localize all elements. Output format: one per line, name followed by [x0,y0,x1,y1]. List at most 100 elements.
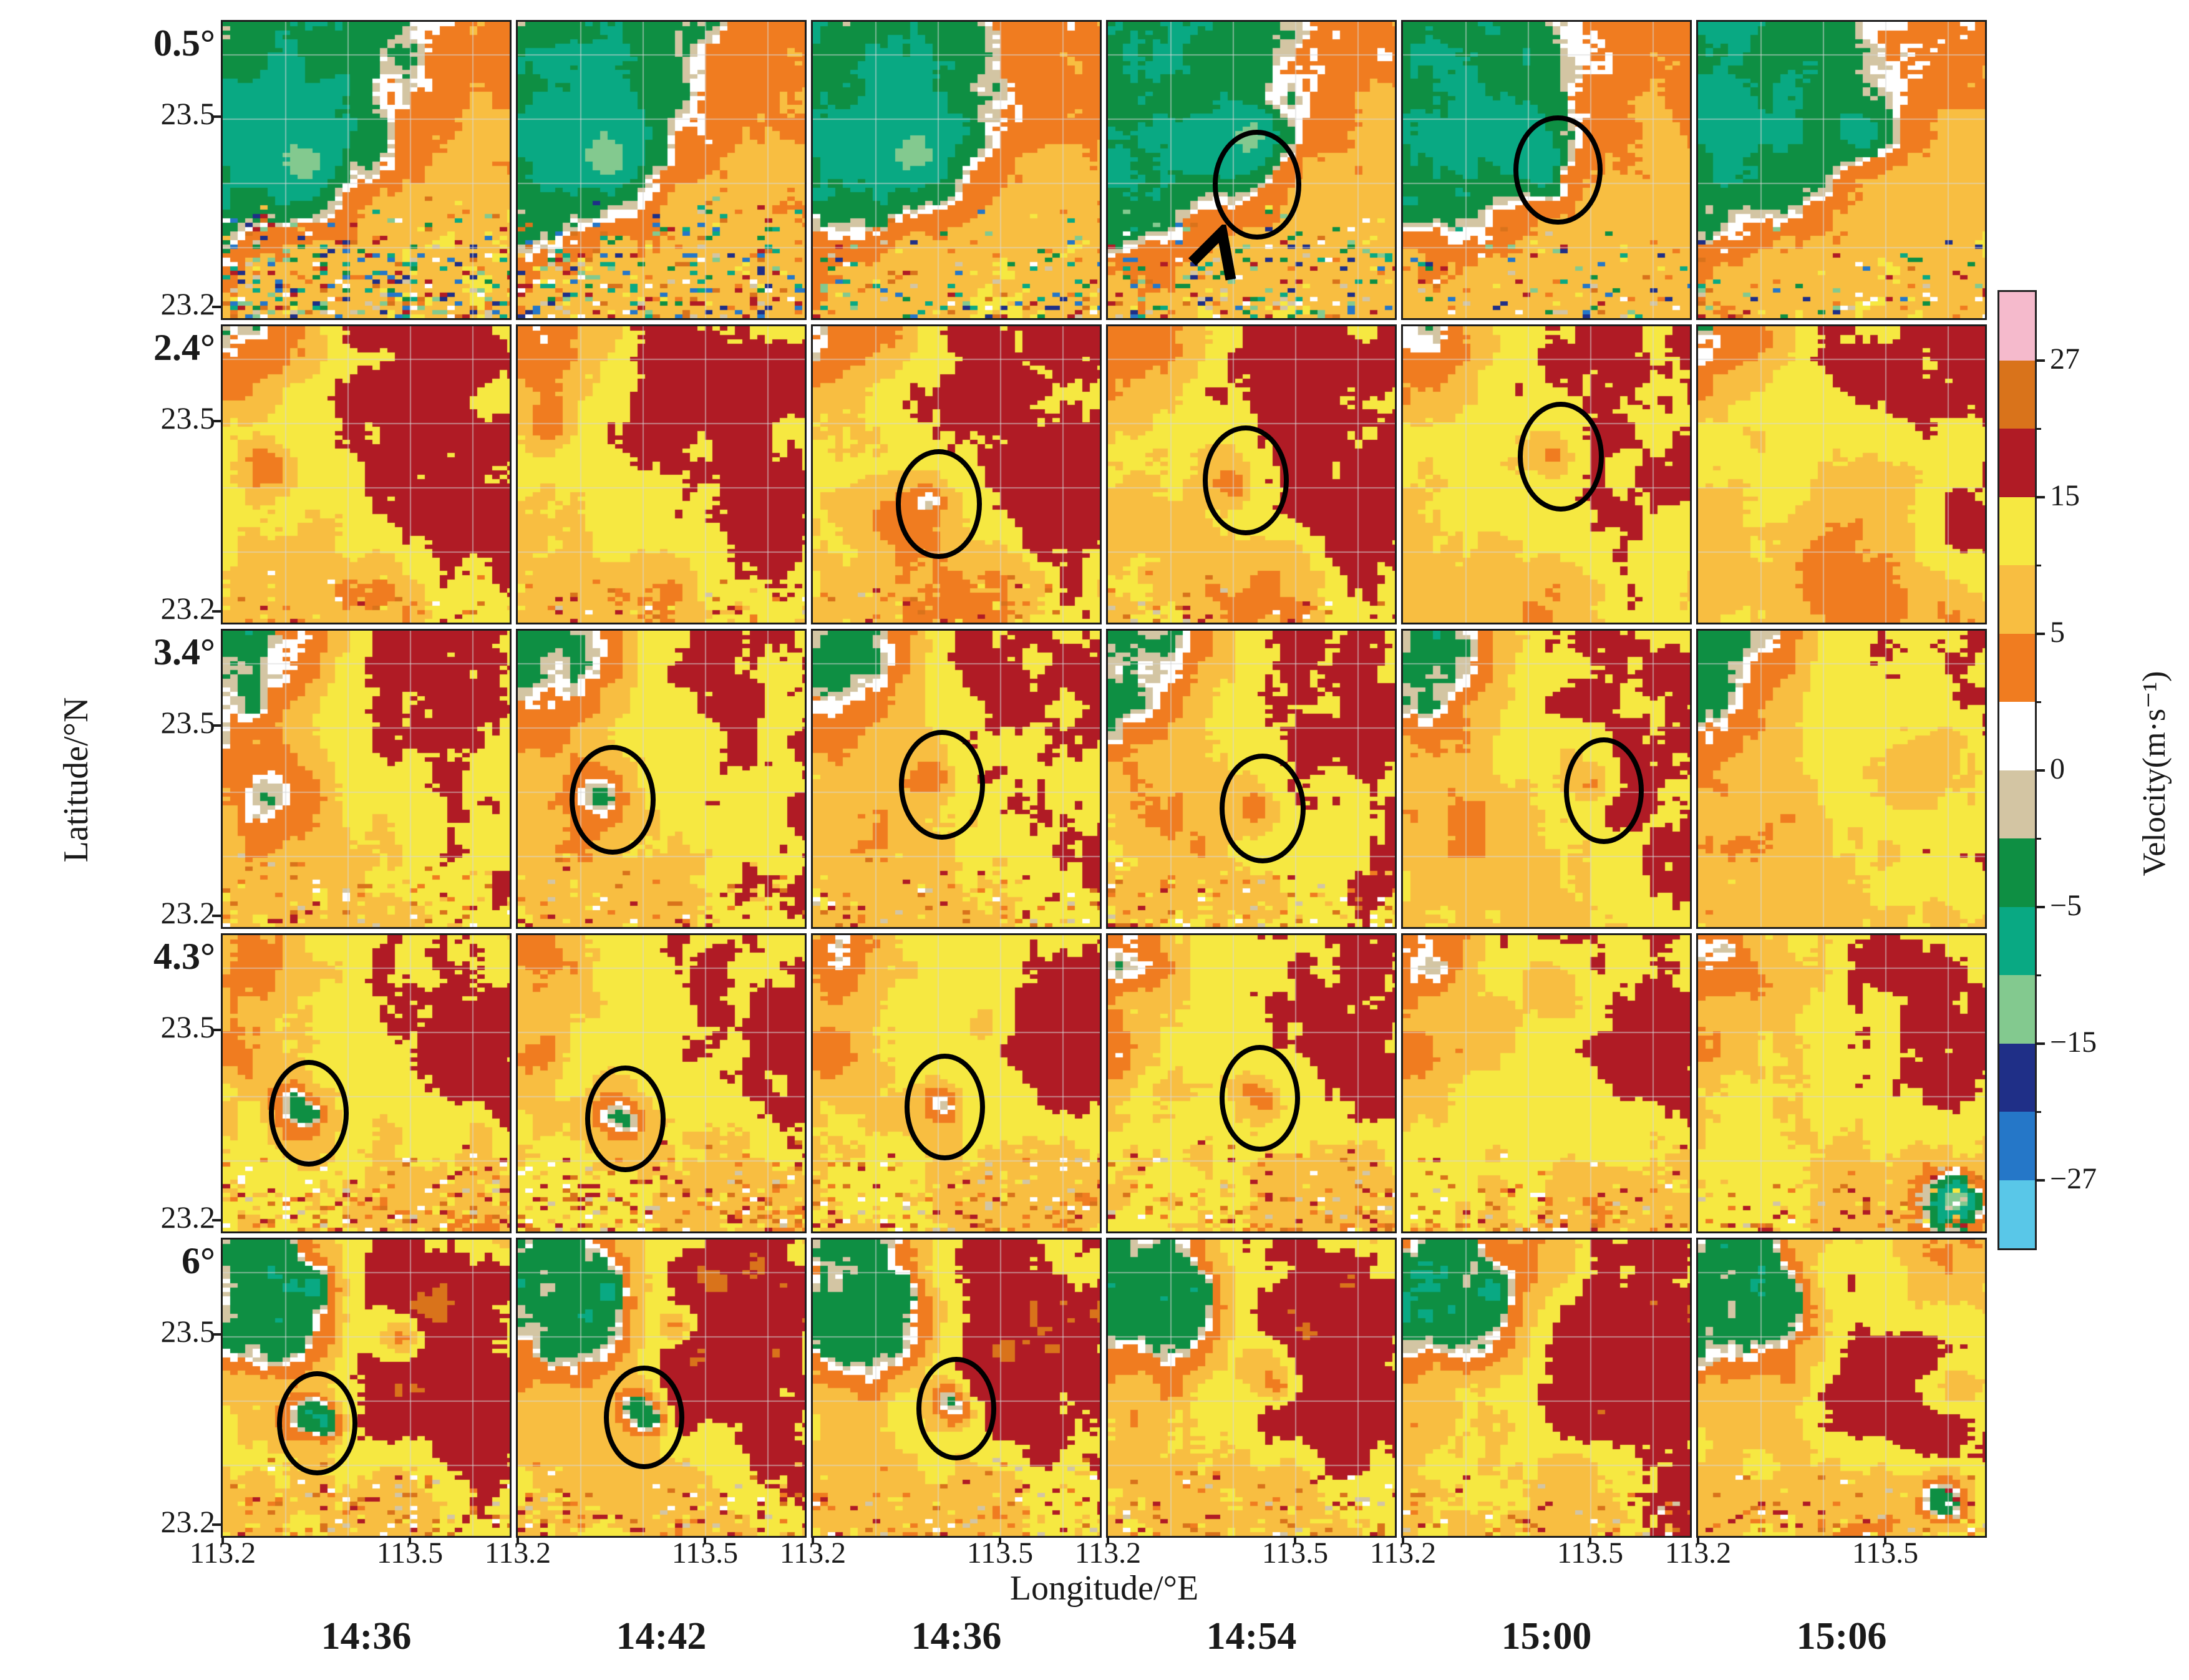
colorbar-tick-label: −5 [2050,888,2082,922]
lon-tick-mark [409,1537,411,1544]
lon-tick-mark [704,1537,706,1544]
colorbar-segment [1999,906,2035,975]
radar-panel-0.5°-15:00 [1401,20,1692,320]
radar-velocity-canvas [813,22,1100,318]
radar-panel-4.3°-14:36 [221,933,512,1233]
lat-tick-mark [212,420,222,422]
colorbar-tick-label: −27 [2050,1162,2097,1195]
y-axis-title: Latitude/°N [57,697,95,863]
radar-velocity-canvas [518,935,805,1231]
colorbar-segment [1999,360,2035,429]
row-label-elevation: 4.3° [153,936,215,977]
radar-panel-2.4°-14:54 [1106,324,1397,624]
radar-panel-0.5°-15:06 [1696,20,1987,320]
radar-panel-3.4°-15:00 [1401,629,1692,929]
time-label: 14:36 [321,1615,412,1658]
radar-velocity-canvas [518,326,805,623]
lon-tick-mark [1697,1537,1699,1544]
radar-velocity-canvas [1403,935,1690,1231]
lat-tick-mark [212,306,222,308]
colorbar-segment [1999,838,2035,907]
lat-tick-label: 23.5 [160,96,216,131]
mesocyclone-circle-annotation [899,730,985,840]
colorbar-tick-mark [2035,495,2045,498]
radar-panel-6°-14:36 [221,1238,512,1538]
radar-panel-4.3°-14:54 [1106,933,1397,1233]
radar-panel-4.3°-14:36 [811,933,1102,1233]
lon-tick-mark [1884,1537,1886,1544]
mesocyclone-circle-annotation [569,744,656,855]
mesocyclone-circle-annotation [585,1066,666,1172]
lat-tick-label: 23.2 [160,895,216,930]
row-label-elevation: 6° [182,1240,215,1281]
colorbar-minor-tick-mark [2035,565,2041,566]
mesocyclone-circle-annotation [1220,1044,1301,1152]
radar-panel-3.4°-14:42 [516,629,807,929]
colorbar-segment [1999,702,2035,770]
lat-tick-label: 23.2 [160,591,216,626]
lat-tick-mark [212,1333,222,1336]
lon-tick-mark [1402,1537,1404,1544]
radar-panel-6°-14:54 [1106,1238,1397,1538]
row-label-elevation: 0.5° [153,22,215,64]
radar-velocity-canvas [223,935,510,1231]
colorbar-tick-label: 0 [2050,752,2065,785]
lat-tick-label: 23.2 [160,286,216,321]
radar-panel-0.5°-14:42 [516,20,807,320]
colorbar-tick-mark [2035,1178,2045,1182]
radar-panel-6°-14:42 [516,1238,807,1538]
radar-velocity-canvas [1108,1240,1395,1536]
mesocyclone-circle-annotation [1513,115,1603,225]
colorbar-minor-tick-mark [2035,1111,2041,1113]
arrow-annotation-icon [1188,225,1236,281]
lat-tick-mark [212,610,222,613]
radar-panel-6°-15:06 [1696,1238,1987,1538]
radar-panel-3.4°-15:06 [1696,629,1987,929]
radar-velocity-canvas [1698,326,1985,623]
lon-tick-mark [1294,1537,1296,1544]
mesocyclone-circle-annotation [1220,754,1306,863]
time-label: 14:36 [911,1615,1002,1658]
lat-tick-label: 23.5 [160,1009,216,1044]
colorbar-tick-mark [2035,769,2045,772]
lon-tick-mark [999,1537,1001,1544]
radar-panel-2.4°-15:00 [1401,324,1692,624]
time-label: 15:00 [1501,1615,1592,1658]
colorbar-segment [1999,975,2035,1044]
radar-velocity-canvas [1698,22,1985,318]
mesocyclone-circle-annotation [1202,425,1289,535]
lat-tick-label: 23.5 [160,705,216,740]
radar-velocity-canvas [223,22,510,318]
radar-panel-0.5°-14:54 [1106,20,1397,320]
radar-panel-6°-14:36 [811,1238,1102,1538]
colorbar-tick-mark [2035,359,2045,362]
lat-tick-mark [212,115,222,118]
lon-tick-mark [517,1537,519,1544]
colorbar-minor-tick-mark [2035,701,2041,703]
mesocyclone-circle-annotation [277,1371,358,1475]
colorbar-tick-label: −15 [2050,1025,2097,1059]
radar-panel-6°-15:00 [1401,1238,1692,1538]
radar-panel-3.4°-14:36 [221,629,512,929]
colorbar-tick-mark [2035,632,2045,635]
radar-velocity-canvas [223,1240,510,1536]
radar-velocity-canvas [223,326,510,623]
radar-velocity-canvas [1698,935,1985,1231]
lon-tick-mark [221,1537,224,1544]
colorbar-segment [1999,770,2035,838]
mesocyclone-circle-annotation [604,1365,684,1470]
radar-panel-3.4°-14:36 [811,629,1102,929]
lon-tick-mark [1107,1537,1109,1544]
colorbar-segment [1999,1043,2035,1112]
lat-tick-label: 23.5 [160,401,216,435]
colorbar-segment [1999,633,2035,702]
time-label: 14:42 [616,1615,707,1658]
lat-tick-mark [212,724,222,727]
mesocyclone-circle-annotation [896,449,983,559]
colorbar-tick-mark [2035,905,2045,908]
mesocyclone-circle-annotation [905,1054,985,1160]
colorbar-minor-tick-mark [2035,838,2041,840]
lon-tick-mark [1589,1537,1591,1544]
colorbar-tick-label: 15 [2050,478,2080,512]
lat-tick-mark [212,1219,222,1221]
